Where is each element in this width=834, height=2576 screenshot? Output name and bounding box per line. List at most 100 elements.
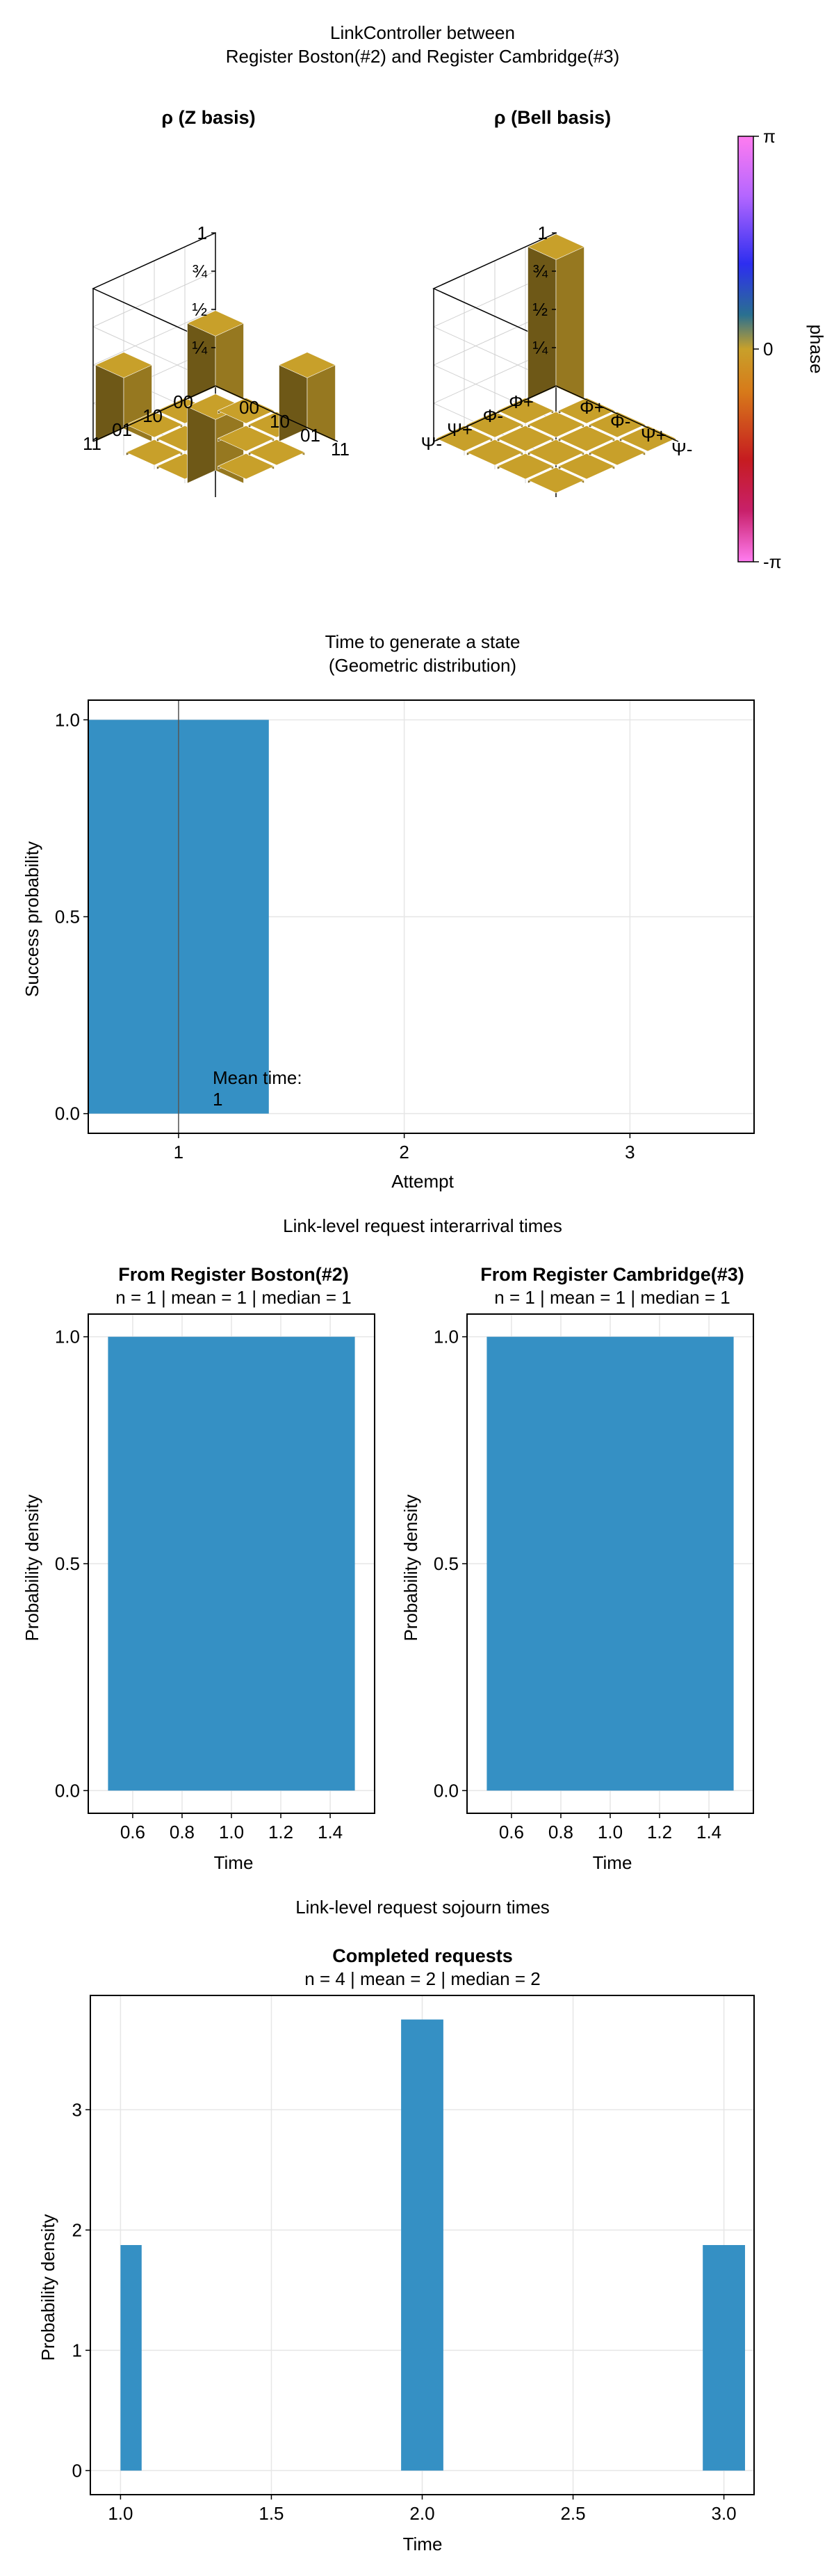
- bb-axis: [555, 385, 679, 442]
- zb-bar-top: [217, 397, 275, 424]
- bb-bar-top: [527, 439, 585, 466]
- zb-axis: [92, 385, 216, 442]
- sojourn-ylabel: Probability density: [38, 2214, 58, 2361]
- bb-col-label: Ψ-: [671, 439, 692, 460]
- bb-bar-top: [588, 439, 646, 466]
- bb-bar-top: [466, 411, 524, 438]
- bb-bar-top: [466, 439, 524, 466]
- bell-basis-3d-plot: 1¾½¼Φ+Φ-Ψ+Ψ-Φ+Φ-Ψ+Ψ-: [421, 222, 692, 497]
- bb-axis: [433, 385, 557, 442]
- soj-xtick-label: 1.0: [108, 2503, 133, 2524]
- zb-col-label: 10: [270, 411, 290, 432]
- cambridge-title: From Register Cambridge(#3): [480, 1264, 744, 1285]
- bb-row-label: Φ-: [483, 405, 503, 426]
- bb-bar-top: [527, 467, 585, 494]
- ia0-xtick-label: 1.2: [268, 1822, 293, 1842]
- zb-row-label: 11: [83, 433, 101, 454]
- z-basis-3d-plot: 1 ¾ ½ ¼ 00 10 01 11 00 10 01 11: [83, 222, 350, 497]
- boston-xlabel: Time: [214, 1852, 254, 1873]
- bb-bar-side: [555, 234, 584, 400]
- zb-bar-top: [125, 411, 183, 438]
- soj-ytick-label: 3: [72, 2099, 82, 2120]
- ia1-xtick-label: 0.6: [499, 1822, 524, 1842]
- sojourn-suptitle: Link-level request sojourn times: [295, 1897, 550, 1918]
- bb-bar-top: [527, 234, 585, 260]
- cambridge-ylabel: Probability density: [400, 1495, 421, 1642]
- time-to-generate-panel: Time to generate a state (Geometric dist…: [22, 631, 755, 1192]
- cambridge-xlabel: Time: [593, 1852, 632, 1873]
- ttg-xtick-label: 1: [174, 1142, 183, 1163]
- ia0-xtick-label: 0.8: [170, 1822, 195, 1842]
- interarrival-panel: Link-level request interarrival times Fr…: [22, 1215, 754, 1873]
- ttg-title-line1: Time to generate a state: [325, 631, 521, 652]
- zb-bar-top: [217, 453, 275, 480]
- ia0-ytick-label: 0.5: [55, 1553, 80, 1574]
- bb-row-label: Φ+: [509, 391, 534, 412]
- ia0-ytick-label: 1.0: [55, 1327, 80, 1347]
- cambridge-plot-area: 0.6 0.8 1.0 1.2 1.4 0.0 0.5 1.0: [434, 1313, 754, 1842]
- bb-row-label: Ψ+: [447, 419, 473, 440]
- ia1-ytick-label: 0.5: [434, 1553, 459, 1574]
- figure-title-line1: LinkController between: [330, 22, 515, 43]
- soj-xtick-label: 2.0: [409, 2503, 434, 2524]
- zb-col-label: 01: [300, 425, 320, 446]
- bb-bar-top: [527, 411, 585, 438]
- bb-col-label: Φ-: [610, 411, 630, 432]
- zb-ztick-label: ½: [192, 299, 207, 320]
- sojourn-subtitle: n = 4 | mean = 2 | median = 2: [304, 1968, 540, 1989]
- ttg-ytick-label: 0.5: [55, 907, 80, 927]
- bb-ztick-label: ½: [532, 299, 548, 320]
- zb-row-label: 00: [173, 391, 193, 412]
- ttg-ytick-label: 0.0: [55, 1103, 80, 1124]
- bb-col-label: Φ+: [580, 397, 605, 418]
- ttg-ytick-label: 1.0: [55, 709, 80, 730]
- soj-xtick-label: 2.5: [560, 2503, 585, 2524]
- colorbar-tick-bottom: -π: [763, 551, 782, 572]
- soj-bar: [120, 2245, 142, 2471]
- ia1-xtick-label: 0.8: [548, 1822, 573, 1842]
- zb-bar-top: [186, 310, 245, 337]
- soj-ytick-label: 2: [72, 2219, 82, 2240]
- figure-title-line2: Register Boston(#2) and Register Cambrid…: [226, 46, 620, 67]
- zb-ztick-label: 1: [197, 222, 207, 243]
- ttg-xlabel: Attempt: [391, 1171, 454, 1192]
- ttg-xtick-label: 3: [625, 1142, 635, 1163]
- zb-row-label: 01: [112, 419, 132, 440]
- bb-col-label: Ψ+: [641, 425, 667, 446]
- bb-ztick-label: 1: [538, 222, 548, 243]
- ia1-xtick-label: 1.0: [598, 1822, 623, 1842]
- soj-ytick-label: 1: [72, 2340, 82, 2360]
- ttg-plot-area: 1 2 3 0.0 0.5 1.0: [55, 699, 755, 1163]
- ia1-xtick-label: 1.2: [647, 1822, 672, 1842]
- soj-bar: [401, 2019, 443, 2471]
- zb-ztick-label: ¼: [192, 337, 207, 358]
- colorbar-tick-mid: 0: [763, 339, 773, 359]
- zb-row-label: 10: [142, 405, 163, 426]
- bb-bar-top: [619, 425, 677, 452]
- bb-bar-top: [496, 453, 555, 480]
- sojourn-title: Completed requests: [332, 1945, 513, 1966]
- sojourn-panel: Link-level request sojourn times Complet…: [38, 1897, 755, 2554]
- zb-bar-top: [247, 439, 306, 466]
- bb-row-label: Ψ-: [421, 433, 442, 454]
- bb-bar-top: [588, 411, 646, 438]
- ia0-xtick-label: 1.0: [219, 1822, 244, 1842]
- ia1-ytick-label: 0.0: [434, 1780, 459, 1801]
- bb-bar-top: [496, 397, 555, 424]
- ttg-xtick-label: 2: [399, 1142, 409, 1163]
- soj-ytick-label: 0: [72, 2460, 82, 2481]
- bb-ztick-label: ¾: [532, 261, 548, 282]
- colorbar-tick-top: π: [763, 126, 776, 147]
- ttg-annotation-line2: 1: [213, 1089, 222, 1110]
- bb-bar-top: [557, 453, 616, 480]
- bb-bar-top: [435, 425, 493, 452]
- ia0-xtick-label: 0.6: [120, 1822, 145, 1842]
- bb-ztick-label: ¼: [532, 337, 548, 358]
- boston-title: From Register Boston(#2): [118, 1264, 349, 1285]
- ttg-ylabel: Success probability: [22, 841, 42, 997]
- soj-bar: [703, 2245, 745, 2471]
- zb-wall-grid: [92, 309, 216, 366]
- density-matrix-panel: LinkController between Register Boston(#…: [83, 22, 827, 572]
- boston-subtitle: n = 1 | mean = 1 | median = 1: [115, 1287, 351, 1308]
